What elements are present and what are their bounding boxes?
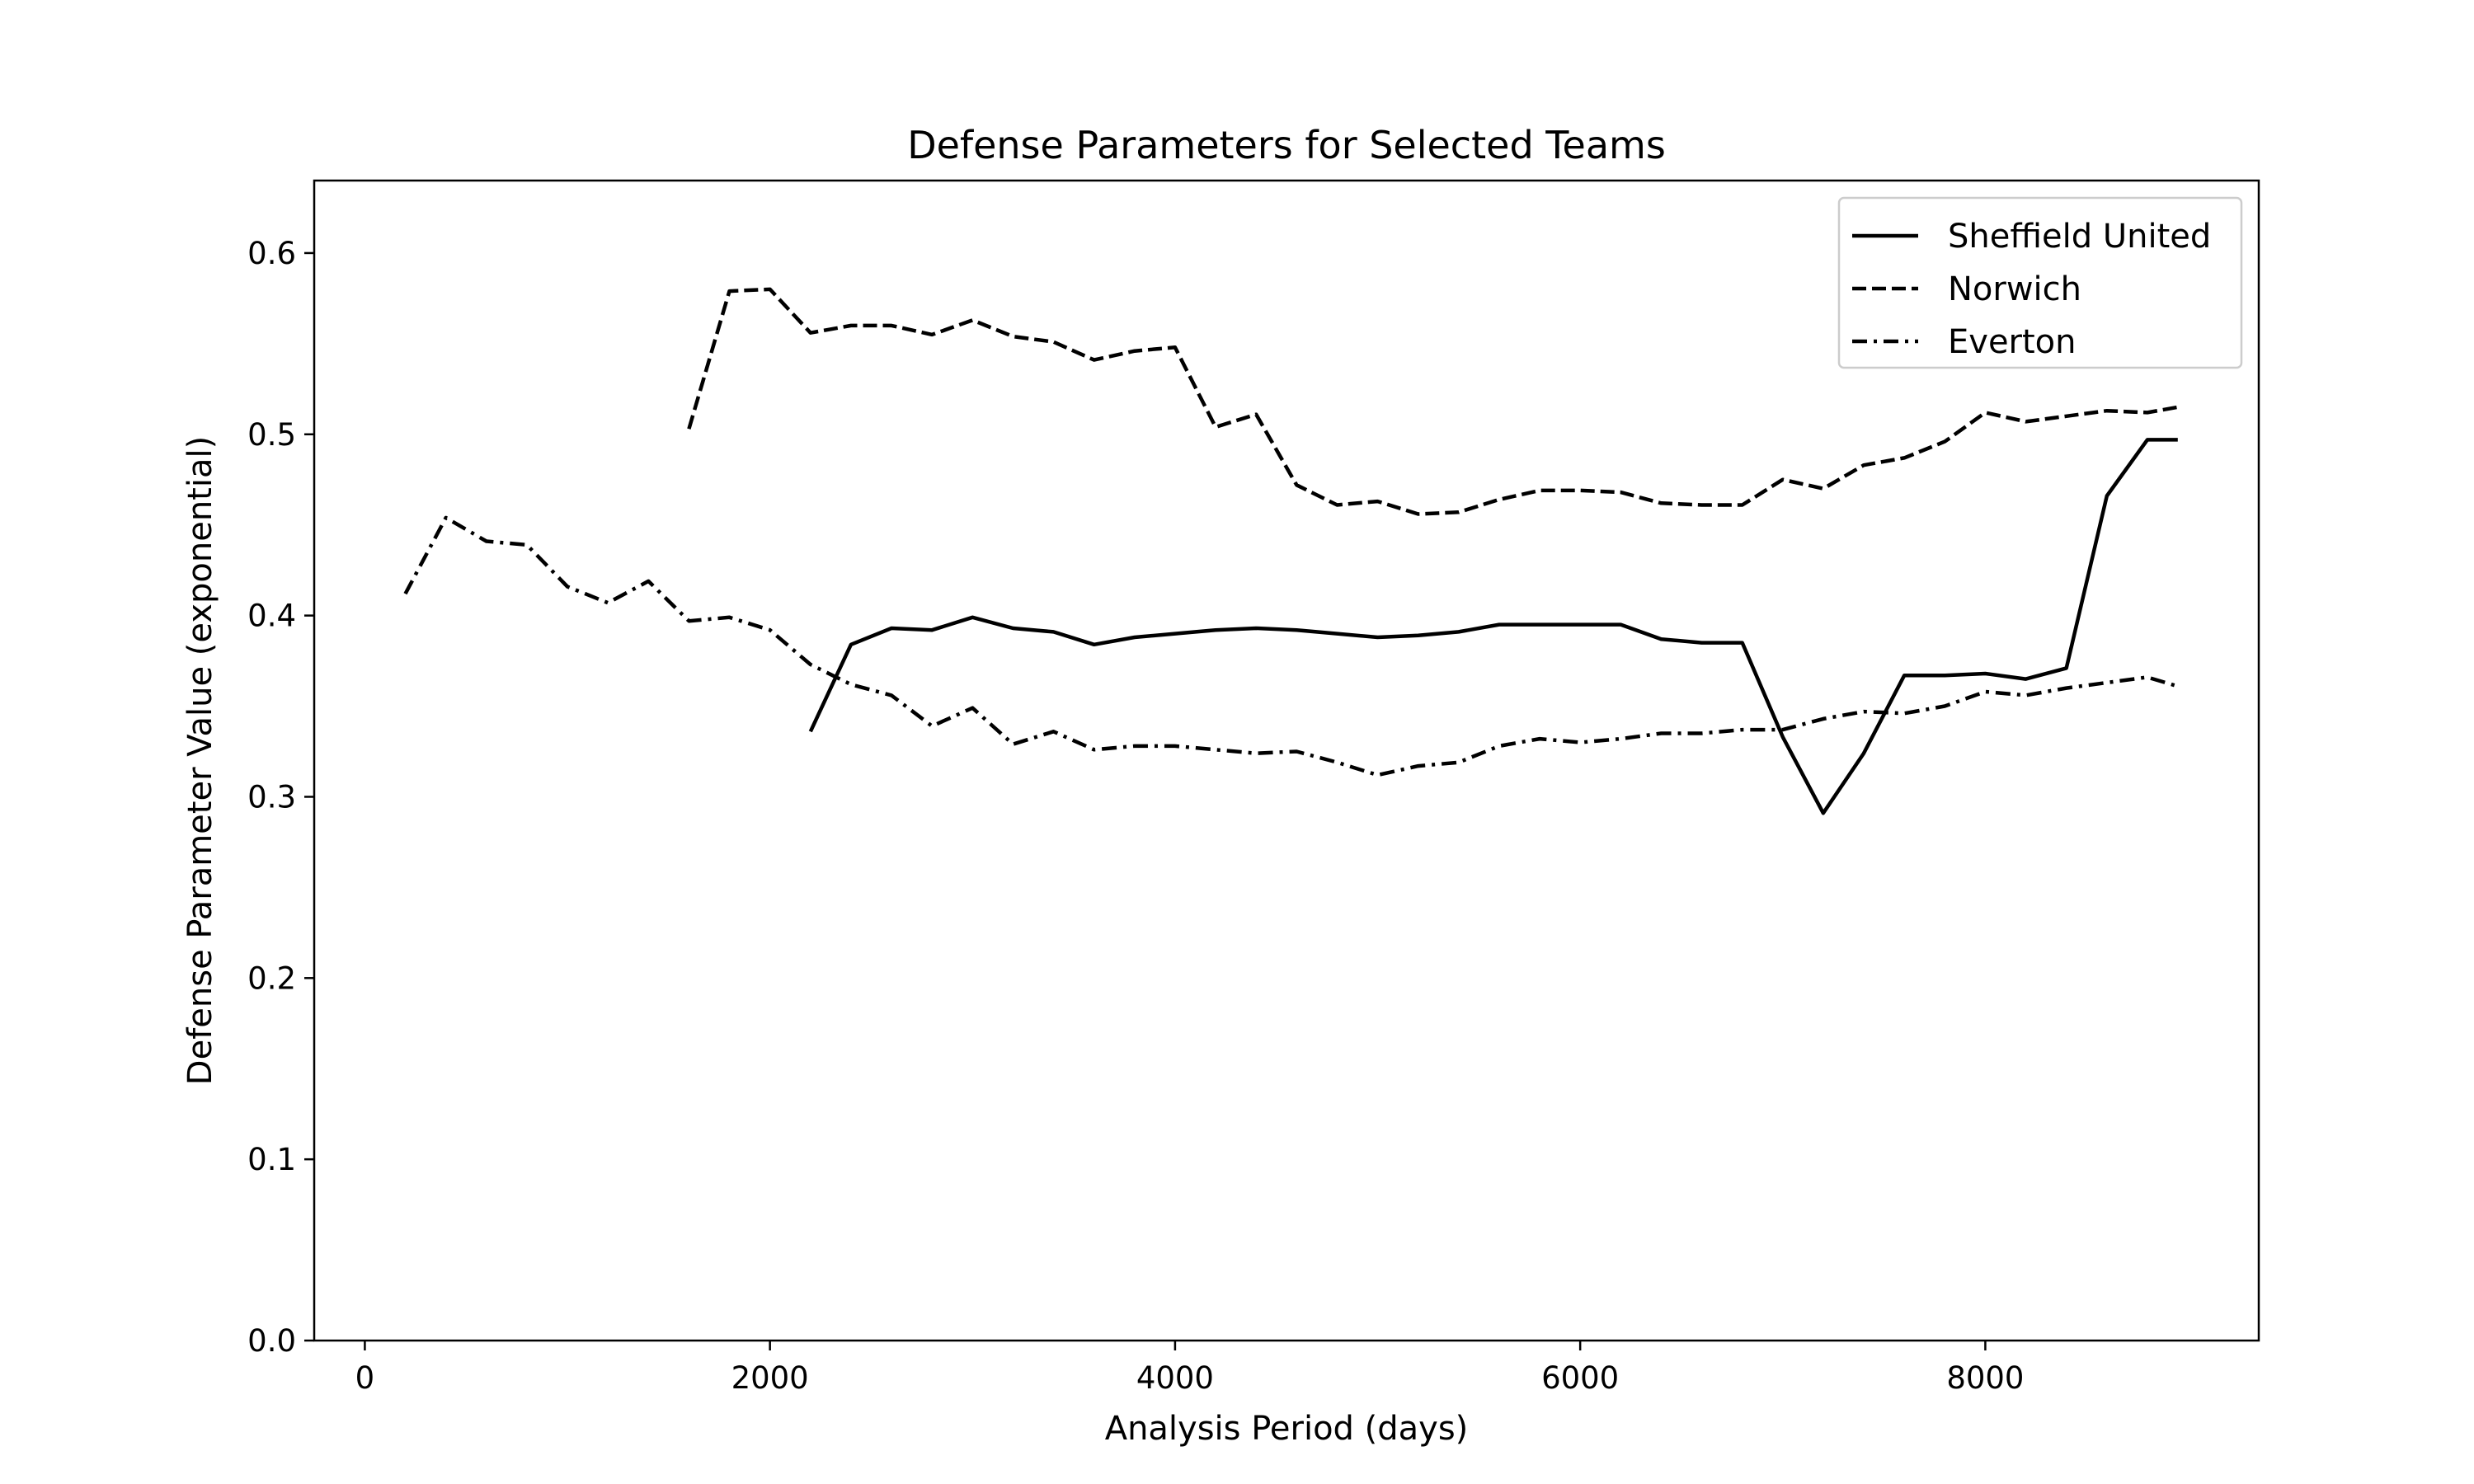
chart-title: Defense Parameters for Selected Teams	[907, 123, 1666, 167]
series-line-everton	[403, 515, 2179, 777]
series-line-norwich	[687, 287, 2179, 516]
legend-label: Norwich	[1948, 270, 2081, 308]
y-tick-label: 0.6	[247, 236, 296, 271]
y-tick-label: 0.5	[247, 417, 296, 453]
legend-label: Sheffield United	[1948, 218, 2211, 256]
x-tick-label: 8000	[1946, 1360, 2024, 1396]
y-tick-label: 0.3	[247, 779, 296, 815]
y-tick-label: 0.1	[247, 1142, 296, 1177]
axis-ticks: 0 2000 4000 6000 8000 0.0 0.1 0.2 0.3 0.4 0.5 0.6	[247, 236, 2024, 1396]
x-axis-label: Analysis Period (days)	[1105, 1410, 1469, 1448]
series-line-sheffield-united	[808, 438, 2178, 815]
y-tick-label: 0.4	[247, 599, 296, 634]
x-tick-label: 6000	[1541, 1360, 1619, 1396]
legend: Sheffield United Norwich Everton	[1837, 196, 2243, 369]
series-layer	[403, 287, 2179, 815]
legend-box	[1837, 196, 2243, 369]
y-axis-label: Defense Parameter Value (exponential)	[181, 436, 219, 1085]
x-tick-label: 0	[355, 1360, 375, 1396]
plot-frame	[313, 179, 2260, 1342]
y-tick-label: 0.0	[247, 1323, 296, 1359]
x-tick-label: 4000	[1136, 1360, 1214, 1396]
x-tick-label: 2000	[731, 1360, 809, 1396]
legend-label: Everton	[1948, 323, 2077, 361]
y-tick-label: 0.2	[247, 960, 296, 996]
